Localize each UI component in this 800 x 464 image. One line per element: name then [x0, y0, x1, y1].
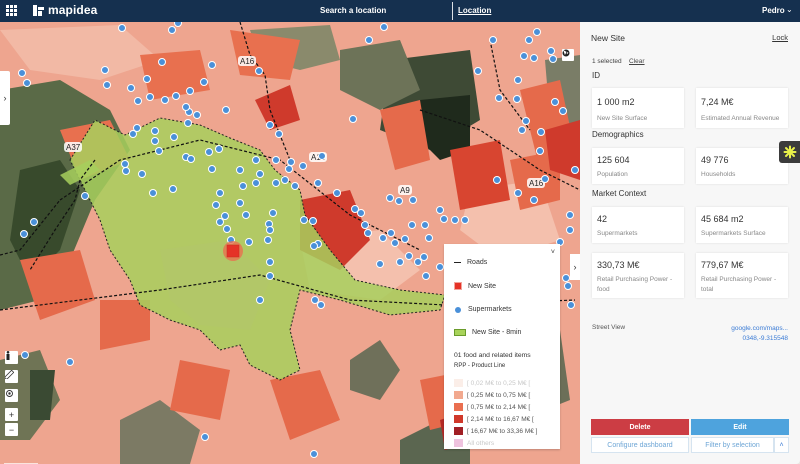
svg-text:A9: A9 [400, 186, 410, 195]
class-swatch [454, 391, 463, 399]
person-icon[interactable] [5, 351, 18, 364]
legend-collapse-button[interactable]: ˅ [550, 249, 555, 256]
right-panel-toggle[interactable]: › [570, 254, 580, 280]
site-details-panel: New Site Lock 1 selected Clear ID 1 000 … [580, 22, 800, 464]
legend-class[interactable]: [ 2,14 M€ to 16,67 M€ [ [454, 415, 534, 423]
clear-selection-link[interactable]: Clear [629, 58, 645, 65]
legend-item-roads[interactable]: Roads [454, 259, 487, 266]
legend-class[interactable]: All others [454, 439, 494, 447]
plugin-widget-button[interactable] [779, 141, 800, 163]
legend-class[interactable]: [ 0,02 M€ to 0,25 M€ [ [454, 379, 530, 387]
apps-grid-icon[interactable] [6, 5, 17, 16]
section-demographics: Demographics [592, 130, 644, 139]
card-population: 125 604 Population [592, 148, 684, 184]
section-id: ID [592, 71, 600, 80]
delete-button[interactable]: Delete [591, 419, 689, 435]
globe-icon[interactable] [562, 49, 574, 61]
card-rpp-total: 779,67 M€ Retail Purchasing Power - tota… [696, 253, 788, 298]
supermarket-dot-icon [455, 306, 461, 313]
legend-item-isochrone[interactable]: New Site - 8min [454, 329, 521, 336]
legend-item-new-site[interactable]: New Site [454, 282, 496, 290]
zoom-out-button[interactable]: − [5, 423, 18, 436]
edit-button[interactable]: Edit [691, 419, 789, 435]
svg-text:A16: A16 [529, 179, 544, 188]
filter-by-selection-button[interactable]: Filter by selection [691, 437, 774, 453]
map-legend: ˅ Roads New Site Supermarkets New Site -… [444, 244, 560, 449]
topbar-divider [452, 2, 453, 20]
ruler-icon[interactable] [5, 370, 18, 383]
selection-count: 1 selected [592, 58, 622, 65]
locate-icon[interactable] [5, 389, 18, 402]
asterisk-icon [783, 145, 796, 159]
new-site-square-icon [454, 282, 462, 290]
chevron-down-icon[interactable]: ⌄ [786, 5, 793, 14]
card-households: 49 776 Households [696, 148, 788, 184]
new-site-marker [226, 244, 240, 258]
user-menu[interactable]: Pedro [762, 6, 785, 15]
legend-layer-title: 01 food and related items RPP - Product … [454, 352, 531, 369]
legend-item-supermarkets[interactable]: Supermarkets [454, 306, 512, 313]
class-swatch [454, 427, 463, 435]
road-line-icon [454, 261, 461, 264]
legend-class[interactable]: [ 0,75 M€ to 2,14 M€ [ [454, 403, 530, 411]
top-bar: mapidea Search a location Location Pedro… [0, 0, 800, 22]
class-swatch [454, 439, 463, 447]
road-label-a16: A16 [240, 57, 255, 66]
legend-class[interactable]: [ 0,25 M€ to 0,75 M€ [ [454, 391, 530, 399]
panel-title: New Site [591, 33, 626, 43]
left-panel-toggle[interactable]: › [0, 71, 10, 125]
app-logo[interactable]: mapidea [33, 3, 97, 17]
lock-link[interactable]: Lock [772, 33, 788, 42]
section-market-context: Market Context [592, 189, 647, 198]
card-estimated-revenue: 7,24 M€ Estimated Annual Revenue [696, 88, 788, 128]
card-rpp-food: 330,73 M€ Retail Purchasing Power - food [592, 253, 684, 298]
map-canvas[interactable]: A16 A37 A16 A9 A16 [0, 22, 580, 464]
class-swatch [454, 379, 463, 387]
app-name: mapidea [48, 3, 98, 17]
mapidea-logo-icon [33, 4, 44, 16]
location-link[interactable]: Location [458, 6, 492, 15]
card-supermarkets: 42 Supermarkets [592, 207, 684, 243]
svg-text:A37: A37 [66, 143, 81, 152]
card-new-site-surface: 1 000 m2 New Site Surface [592, 88, 684, 128]
card-supermarkets-surface: 45 684 m2 Supermarkets Surface [696, 207, 788, 243]
street-view-label: Street View [592, 324, 626, 331]
legend-class[interactable]: [ 16,67 M€ to 33,36 M€ ] [454, 427, 537, 435]
search-location-input[interactable]: Search a location [320, 6, 387, 15]
zoom-in-button[interactable]: + [5, 408, 18, 421]
isochrone-area-icon [454, 329, 466, 336]
expand-options-button[interactable]: ˄ [774, 437, 789, 453]
class-swatch [454, 403, 463, 411]
configure-dashboard-button[interactable]: Configure dashboard [591, 437, 689, 453]
class-swatch [454, 415, 463, 423]
street-view-link[interactable]: google.com/maps... 0348,-9.315548 [731, 325, 788, 342]
